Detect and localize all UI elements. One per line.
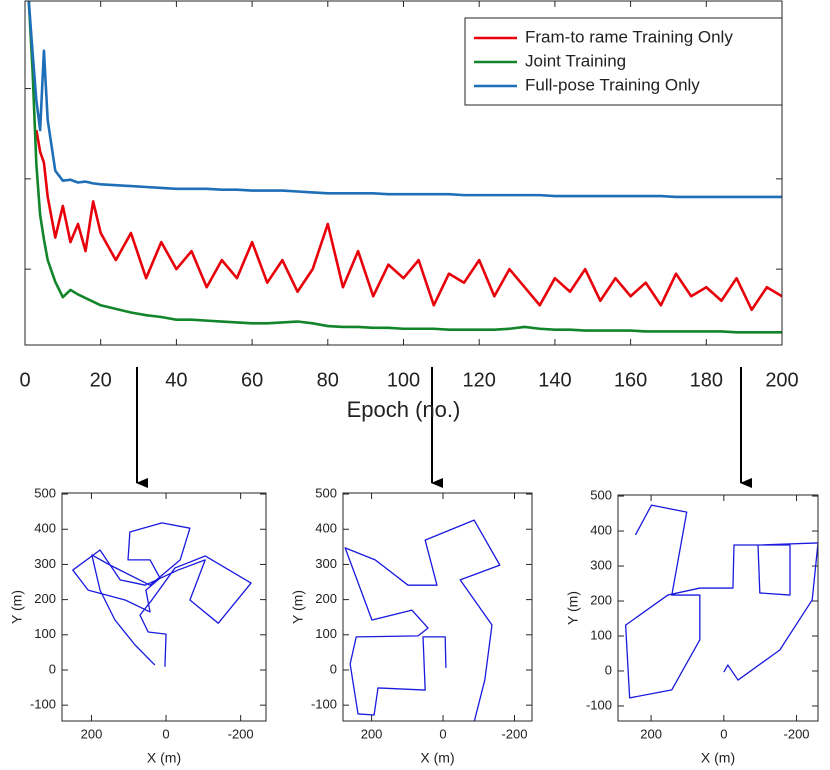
y-tick-label: -100 [30, 697, 56, 712]
x-axis-label: Epoch (no.) [347, 397, 461, 422]
y-tick-label: 500 [34, 485, 56, 500]
x-axis-label: X (m) [701, 750, 735, 766]
y-tick-label: 0 [330, 661, 337, 676]
series-line [35, 129, 782, 312]
plot-area [343, 493, 532, 721]
y-tick-label: 400 [590, 522, 612, 537]
arrows [136, 367, 752, 488]
series-line [27, 1, 782, 334]
y-tick-label: 200 [34, 591, 56, 606]
x-tick-label: -200 [784, 727, 810, 742]
y-tick-label: 400 [34, 521, 56, 536]
plot-area [62, 493, 266, 721]
series-line [624, 504, 818, 699]
x-tick-label: 20 [90, 369, 112, 391]
x-tick-label: 200 [640, 727, 662, 742]
y-tick-label: 0 [49, 661, 56, 676]
y-tick-label: 500 [315, 485, 337, 500]
x-tick-label: 0 [162, 727, 169, 742]
x-tick-label: 0 [720, 727, 727, 742]
legend-label: Full-pose Training Only [525, 75, 700, 94]
y-tick-label: 200 [315, 591, 337, 606]
legend: Fram-to rame Training Only Joint Training… [464, 17, 783, 106]
y-tick-label: 300 [315, 556, 337, 571]
x-tick-label: 0 [19, 369, 30, 391]
x-tick-label: 200 [361, 727, 383, 742]
y-tick-label: 100 [590, 627, 612, 642]
series-line [344, 519, 501, 721]
x-tick-label: 140 [538, 369, 571, 391]
y-axis-label: Y (m) [290, 590, 306, 624]
plot-frame [617, 494, 819, 722]
x-tick-label: -200 [228, 727, 254, 742]
legend-label: Fram-to rame Training Only [525, 27, 733, 46]
y-tick-label: 500 [590, 487, 612, 502]
x-tick-label: -200 [501, 727, 527, 742]
x-tick-label: 80 [317, 369, 339, 391]
x-tick-label: 40 [165, 369, 187, 391]
y-tick-label: -100 [311, 697, 337, 712]
plot-frame [24, 0, 783, 346]
chart: 200 0 -200 -100 0 100 200 300 400 500 X (m) Y (m) [290, 485, 533, 766]
y-axis-label: Y (m) [9, 590, 25, 624]
legend-box [464, 17, 783, 106]
x-tick-label: 0 [439, 727, 446, 742]
y-tick-label: 300 [590, 557, 612, 572]
y-axis-label: Y (m) [565, 591, 581, 625]
series-line [72, 522, 252, 667]
y-tick-label: 0 [605, 662, 612, 677]
chart: 200 0 -200 -100 0 100 200 300 400 500 X (m) Y (m) [565, 487, 819, 766]
y-tick-label: 300 [34, 556, 56, 571]
plot-frame [342, 492, 533, 722]
x-tick-label: 60 [241, 369, 263, 391]
chart: 200 0 -200 -100 0 100 200 300 400 500 X (m) Y (m) [9, 485, 267, 766]
plot-frame [61, 492, 267, 722]
y-tick-label: 100 [34, 626, 56, 641]
y-tick-label: 400 [315, 521, 337, 536]
plot-area [618, 495, 818, 721]
x-tick-label: 160 [614, 369, 647, 391]
y-tick-label: 200 [590, 592, 612, 607]
y-tick-label: -100 [586, 697, 612, 712]
x-axis-label: X (m) [147, 750, 181, 766]
x-tick-label: 200 [765, 369, 798, 391]
x-tick-label: 200 [81, 727, 103, 742]
series-line [27, 1, 782, 199]
y-tick-label: 100 [315, 626, 337, 641]
x-tick-label: 100 [387, 369, 420, 391]
legend-label: Joint Training [525, 51, 626, 70]
x-axis-label: X (m) [420, 750, 454, 766]
x-tick-label: 120 [463, 369, 496, 391]
chart: 0 20 40 60 80 100 120 140 160 180 200 Epoch (no.) Fr… [19, 0, 799, 422]
x-tick-label: 180 [690, 369, 723, 391]
